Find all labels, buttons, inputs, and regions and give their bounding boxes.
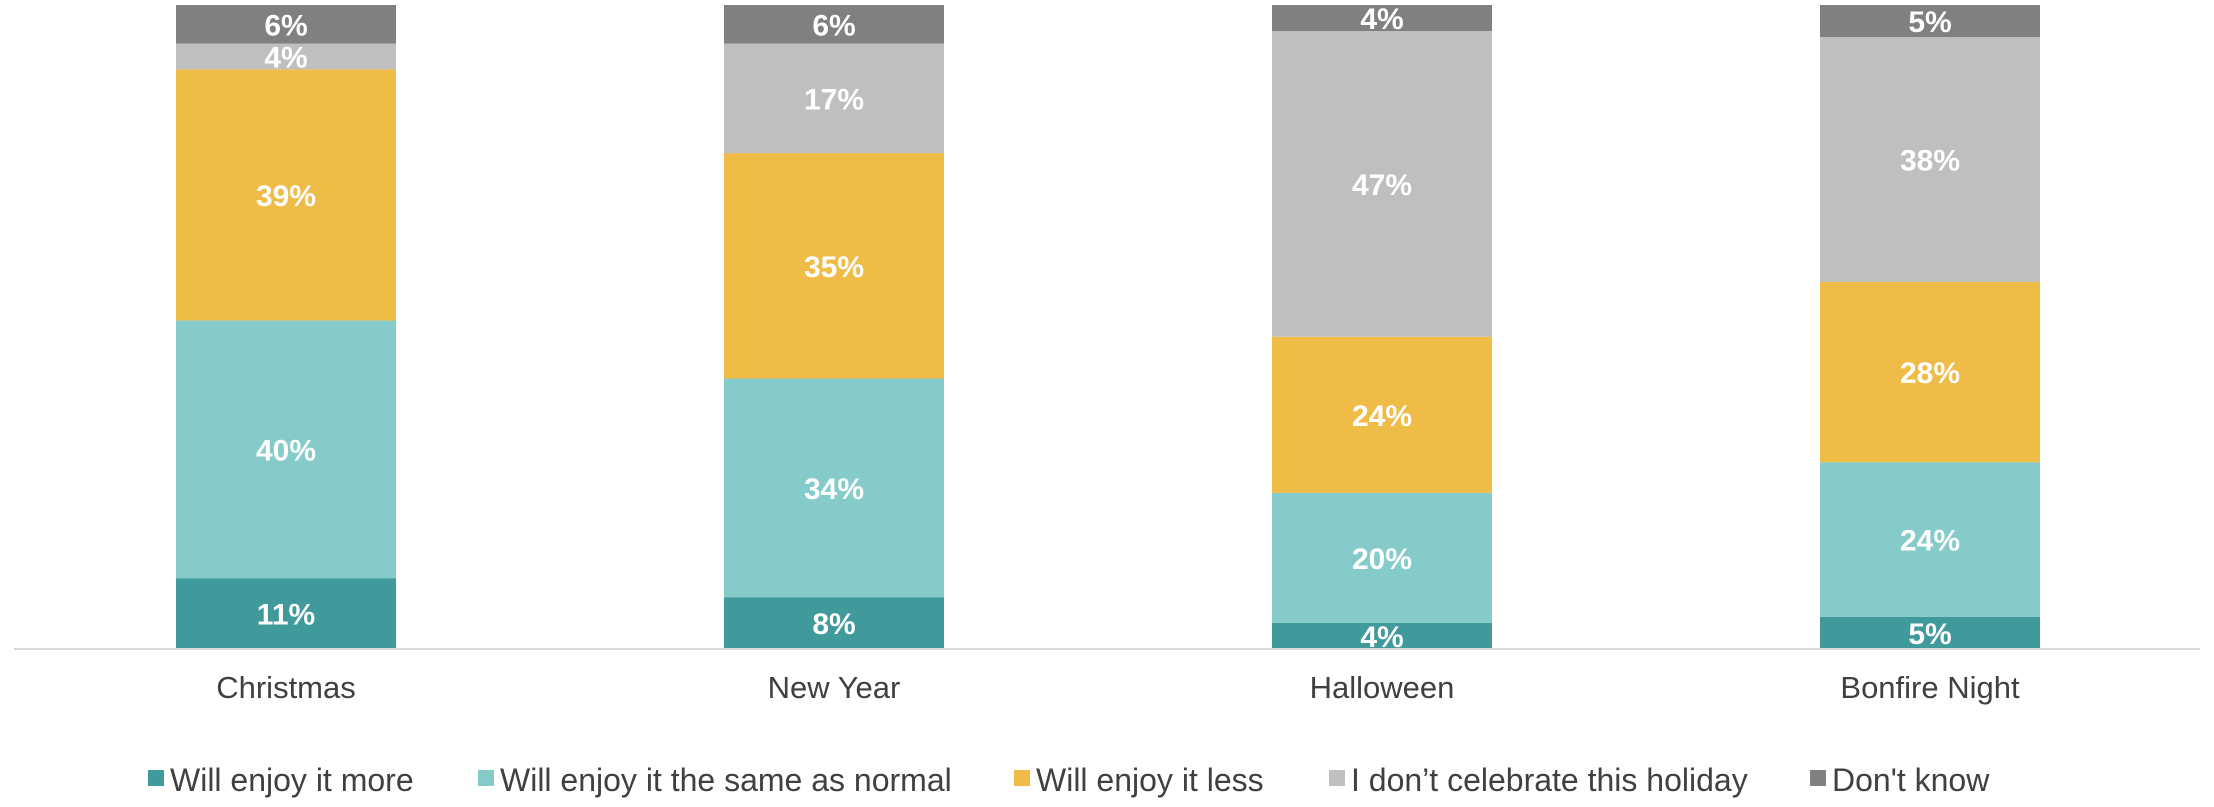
data-label-halloween-will-enjoy-it-the-same-as-normal: 20% (1352, 543, 1412, 576)
legend-label-will-enjoy-it-the-same-as-normal: Will enjoy it the same as normal (500, 762, 952, 798)
data-label-bonfire-night-will-enjoy-it-more: 5% (1908, 618, 1951, 651)
bar-christmas-will-enjoy-it-the-same-as-normal (176, 320, 396, 579)
data-label-new-year-don-t-know: 6% (812, 9, 855, 42)
data-label-bonfire-night-will-enjoy-it-the-same-as-normal: 24% (1900, 525, 1960, 558)
legend-label-will-enjoy-it-less: Will enjoy it less (1036, 762, 1264, 798)
x-tick-label-christmas: Christmas (216, 670, 356, 705)
legend-swatch-will-enjoy-it-the-same-as-normal (478, 770, 494, 786)
x-tick-label-new-year: New Year (768, 670, 901, 705)
bar-bonfire-night-i-don-t-celebrate-this-holiday (1820, 37, 2040, 282)
legend-label-i-don-t-celebrate-this-holiday: I don’t celebrate this holiday (1351, 762, 1748, 798)
bar-new-year-will-enjoy-it-less (724, 153, 944, 379)
bar-new-year-will-enjoy-it-the-same-as-normal (724, 378, 944, 598)
bar-christmas-i-don-t-celebrate-this-holiday (176, 43, 396, 70)
data-label-halloween-i-don-t-celebrate-this-holiday: 47% (1352, 169, 1412, 202)
data-label-bonfire-night-will-enjoy-it-less: 28% (1900, 357, 1960, 390)
bar-halloween-will-enjoy-it-the-same-as-normal (1272, 492, 1492, 623)
legend-swatch-will-enjoy-it-less (1014, 770, 1030, 786)
bar-halloween-don-t-know (1272, 5, 1492, 32)
data-label-halloween-don-t-know: 4% (1360, 3, 1403, 36)
bar-christmas-will-enjoy-it-less (176, 69, 396, 321)
data-label-new-year-will-enjoy-it-the-same-as-normal: 34% (804, 473, 864, 506)
legend-item-will-enjoy-it-the-same-as-normal: Will enjoy it the same as normal (478, 762, 952, 798)
bar-bonfire-night-will-enjoy-it-more (1820, 616, 2040, 649)
data-label-bonfire-night-don-t-know: 5% (1908, 6, 1951, 39)
legend-item-don-t-know: Don't know (1810, 762, 1990, 798)
data-label-christmas-i-don-t-celebrate-this-holiday: 4% (264, 42, 307, 75)
legend-swatch-don-t-know (1810, 770, 1826, 786)
bar-halloween-i-don-t-celebrate-this-holiday (1272, 31, 1492, 337)
bar-christmas-don-t-know (176, 5, 396, 44)
legend-item-will-enjoy-it-more: Will enjoy it more (148, 762, 414, 798)
x-tick-label-bonfire-night: Bonfire Night (1840, 670, 2020, 705)
bar-new-year-will-enjoy-it-more (724, 597, 944, 649)
bar-new-year-i-don-t-celebrate-this-holiday (724, 43, 944, 154)
bar-halloween-will-enjoy-it-less (1272, 336, 1492, 493)
data-label-christmas-will-enjoy-it-less: 39% (256, 180, 316, 213)
data-label-christmas-will-enjoy-it-more: 11% (257, 599, 315, 632)
bar-christmas-will-enjoy-it-more (176, 578, 396, 649)
data-label-christmas-will-enjoy-it-the-same-as-normal: 40% (256, 434, 316, 467)
legend-label-will-enjoy-it-more: Will enjoy it more (170, 762, 414, 798)
x-axis-labels: Christmas New Year Halloween Bonfire Night (216, 670, 2020, 705)
data-label-christmas-don-t-know: 6% (264, 9, 307, 42)
bar-bonfire-night-will-enjoy-it-less (1820, 281, 2040, 463)
bar-bonfire-night-will-enjoy-it-the-same-as-normal (1820, 462, 2040, 617)
legend-item-i-don-t-celebrate-this-holiday: I don’t celebrate this holiday (1329, 762, 1748, 798)
legend-swatch-i-don-t-celebrate-this-holiday (1329, 770, 1345, 786)
bar-new-year-don-t-know (724, 5, 944, 44)
data-label-new-year-will-enjoy-it-more: 8% (812, 608, 855, 641)
legend-label-don-t-know: Don't know (1832, 762, 1990, 798)
legend: Will enjoy it more Will enjoy it the same… (148, 762, 1990, 798)
x-tick-label-halloween: Halloween (1310, 670, 1455, 705)
data-label-halloween-will-enjoy-it-less: 24% (1352, 400, 1412, 433)
legend-swatch-will-enjoy-it-more (148, 770, 164, 786)
data-label-new-year-i-don-t-celebrate-this-holiday: 17% (804, 83, 864, 116)
bar-halloween-will-enjoy-it-more (1272, 622, 1492, 649)
data-label-new-year-will-enjoy-it-less: 35% (804, 251, 864, 284)
data-label-bonfire-night-i-don-t-celebrate-this-holiday: 38% (1900, 145, 1960, 178)
bar-bonfire-night-don-t-know (1820, 5, 2040, 38)
legend-item-will-enjoy-it-less: Will enjoy it less (1014, 762, 1264, 798)
plot-area: 11%40%39%4%6%8%34%35%17%6%4%20%24%47%4%5… (176, 3, 2040, 654)
